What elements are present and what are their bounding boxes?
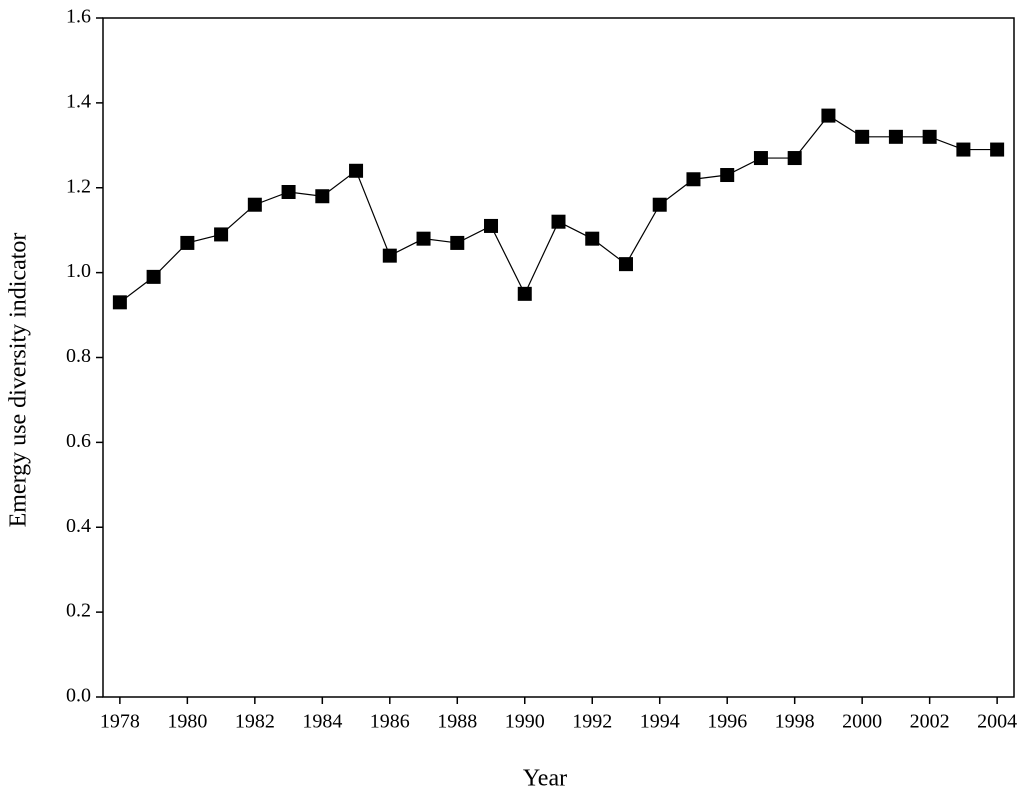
y-tick-label: 0.2: [66, 600, 91, 622]
x-tick-label: 1982: [235, 711, 275, 733]
x-tick-label: 1996: [707, 711, 747, 733]
y-tick-label: 1.2: [66, 175, 91, 197]
data-point: [450, 235, 465, 250]
y-tick-label: 0.8: [66, 345, 91, 367]
data-point: [652, 197, 667, 212]
x-tick-label: 1988: [437, 711, 477, 733]
data-point: [787, 151, 802, 166]
data-point: [990, 142, 1005, 157]
y-axis-label: Emergy use diversity indicator: [6, 233, 32, 528]
data-point: [484, 218, 499, 233]
x-tick-label: 1994: [640, 711, 680, 733]
data-point: [112, 295, 127, 310]
x-tick-label: 1992: [572, 711, 612, 733]
data-point: [281, 184, 296, 199]
data-point: [686, 172, 701, 187]
data-point: [922, 129, 937, 144]
y-tick-label: 1.4: [66, 90, 91, 112]
x-tick-label: 2004: [977, 711, 1017, 733]
x-tick-label: 1978: [100, 711, 140, 733]
data-point: [618, 257, 633, 272]
data-point: [416, 231, 431, 246]
data-point: [821, 108, 836, 123]
data-point: [753, 151, 768, 166]
data-point: [247, 197, 262, 212]
data-point: [382, 248, 397, 263]
data-point: [720, 168, 735, 183]
data-point: [855, 129, 870, 144]
x-tick-label: 1984: [302, 711, 342, 733]
x-axis-label: Year: [523, 766, 567, 792]
y-tick-label: 0.4: [66, 515, 91, 537]
x-tick-label: 1990: [505, 711, 545, 733]
plot-frame: [102, 17, 1015, 698]
y-tick-label: 0.6: [66, 430, 91, 452]
x-tick-label: 2002: [910, 711, 950, 733]
data-point: [214, 227, 229, 242]
x-tick-label: 1986: [370, 711, 410, 733]
data-point: [180, 235, 195, 250]
y-tick-label: 1.6: [66, 6, 91, 28]
data-point: [517, 286, 532, 301]
y-tick-label: 0.0: [66, 685, 91, 707]
data-point: [349, 163, 364, 178]
data-point: [146, 269, 161, 284]
data-point: [551, 214, 566, 229]
y-tick-label: 1.0: [66, 260, 91, 282]
data-point: [956, 142, 971, 157]
data-point: [888, 129, 903, 144]
x-tick-label: 1998: [775, 711, 815, 733]
x-tick-label: 2000: [842, 711, 882, 733]
data-point: [315, 189, 330, 204]
data-point: [585, 231, 600, 246]
x-tick-label: 1980: [167, 711, 207, 733]
